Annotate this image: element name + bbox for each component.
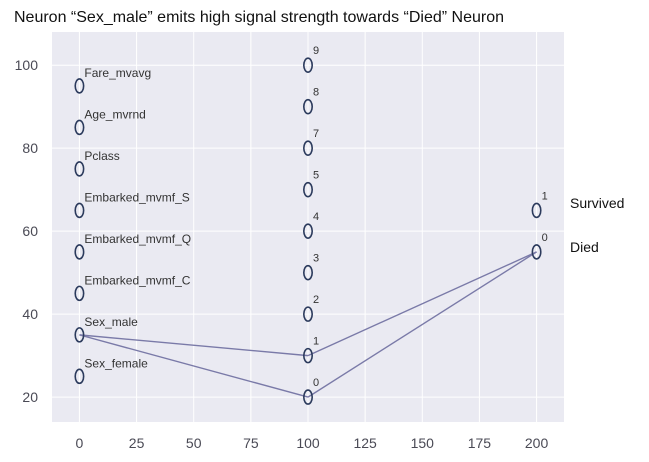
- x-tick-label: 200: [525, 435, 549, 451]
- node-point: [302, 264, 313, 281]
- node-label: 2: [313, 294, 319, 306]
- node-point: [302, 140, 313, 156]
- y-tick-label: 60: [22, 223, 38, 239]
- node-label: Sex_male: [84, 315, 138, 329]
- node-label: 4: [313, 211, 319, 223]
- x-tick-label: 150: [411, 435, 435, 451]
- node-label: Age_mvrnd: [84, 107, 145, 121]
- node-label: 9: [313, 45, 319, 57]
- y-tick-label: 100: [15, 57, 39, 73]
- node-point: [74, 161, 85, 177]
- x-tick-label: 50: [186, 435, 202, 451]
- node-point: [74, 119, 85, 136]
- node-label: Embarked_mvmf_Q: [84, 232, 191, 246]
- output-label-died: Died: [570, 239, 599, 255]
- edge-line: [307, 251, 537, 357]
- node-label: 8: [313, 87, 319, 99]
- x-tick-label: 175: [468, 435, 492, 451]
- node-label: 3: [313, 253, 319, 265]
- node-label: 1: [313, 336, 319, 348]
- node-label: 5: [313, 170, 319, 182]
- node-label: 0: [313, 377, 319, 389]
- node-label: Embarked_mvmf_C: [84, 273, 190, 287]
- node-label: Sex_female: [84, 356, 148, 370]
- x-tick-label: 0: [76, 435, 84, 451]
- node-label: 1: [542, 190, 548, 202]
- node-point: [74, 244, 85, 260]
- node-point: [302, 306, 313, 322]
- node-point: [74, 327, 85, 343]
- edge-line: [79, 334, 309, 357]
- node-label: Pclass: [84, 149, 119, 163]
- node-point: [531, 244, 542, 260]
- y-tick-label: 80: [22, 140, 38, 156]
- node-label: 7: [313, 128, 319, 140]
- node-label: Embarked_mvmf_S: [84, 190, 189, 204]
- edges: [79, 251, 537, 398]
- node-label: 0: [542, 232, 548, 244]
- node-point: [302, 57, 313, 73]
- node-point: [302, 347, 313, 364]
- node-point: [74, 78, 85, 94]
- chart-title: Neuron “Sex_male” emits high signal stre…: [14, 9, 504, 26]
- x-tick-label: 100: [296, 435, 320, 451]
- node-label: Fare_mvavg: [84, 66, 151, 80]
- node-point: [531, 202, 542, 219]
- edge-line: [307, 251, 537, 398]
- node-point: [302, 98, 313, 115]
- y-tick-label: 40: [22, 306, 38, 322]
- nodes: Fare_mvavg Age_mvrnd Pclass Embarked_mvmf_S…: [74, 45, 548, 405]
- node-point: [302, 389, 313, 405]
- y-tick-label: 20: [22, 389, 38, 405]
- grid-lines: [52, 32, 564, 422]
- node-point: [74, 285, 85, 302]
- x-tick-label: 125: [353, 435, 377, 451]
- node-point: [302, 223, 313, 239]
- node-point: [74, 368, 85, 385]
- x-tick-label: 25: [129, 435, 145, 451]
- edge-line: [79, 334, 309, 398]
- node-point: [302, 181, 313, 198]
- output-label-survived: Survived: [570, 195, 625, 211]
- x-tick-label: 75: [243, 435, 259, 451]
- node-point: [74, 202, 85, 219]
